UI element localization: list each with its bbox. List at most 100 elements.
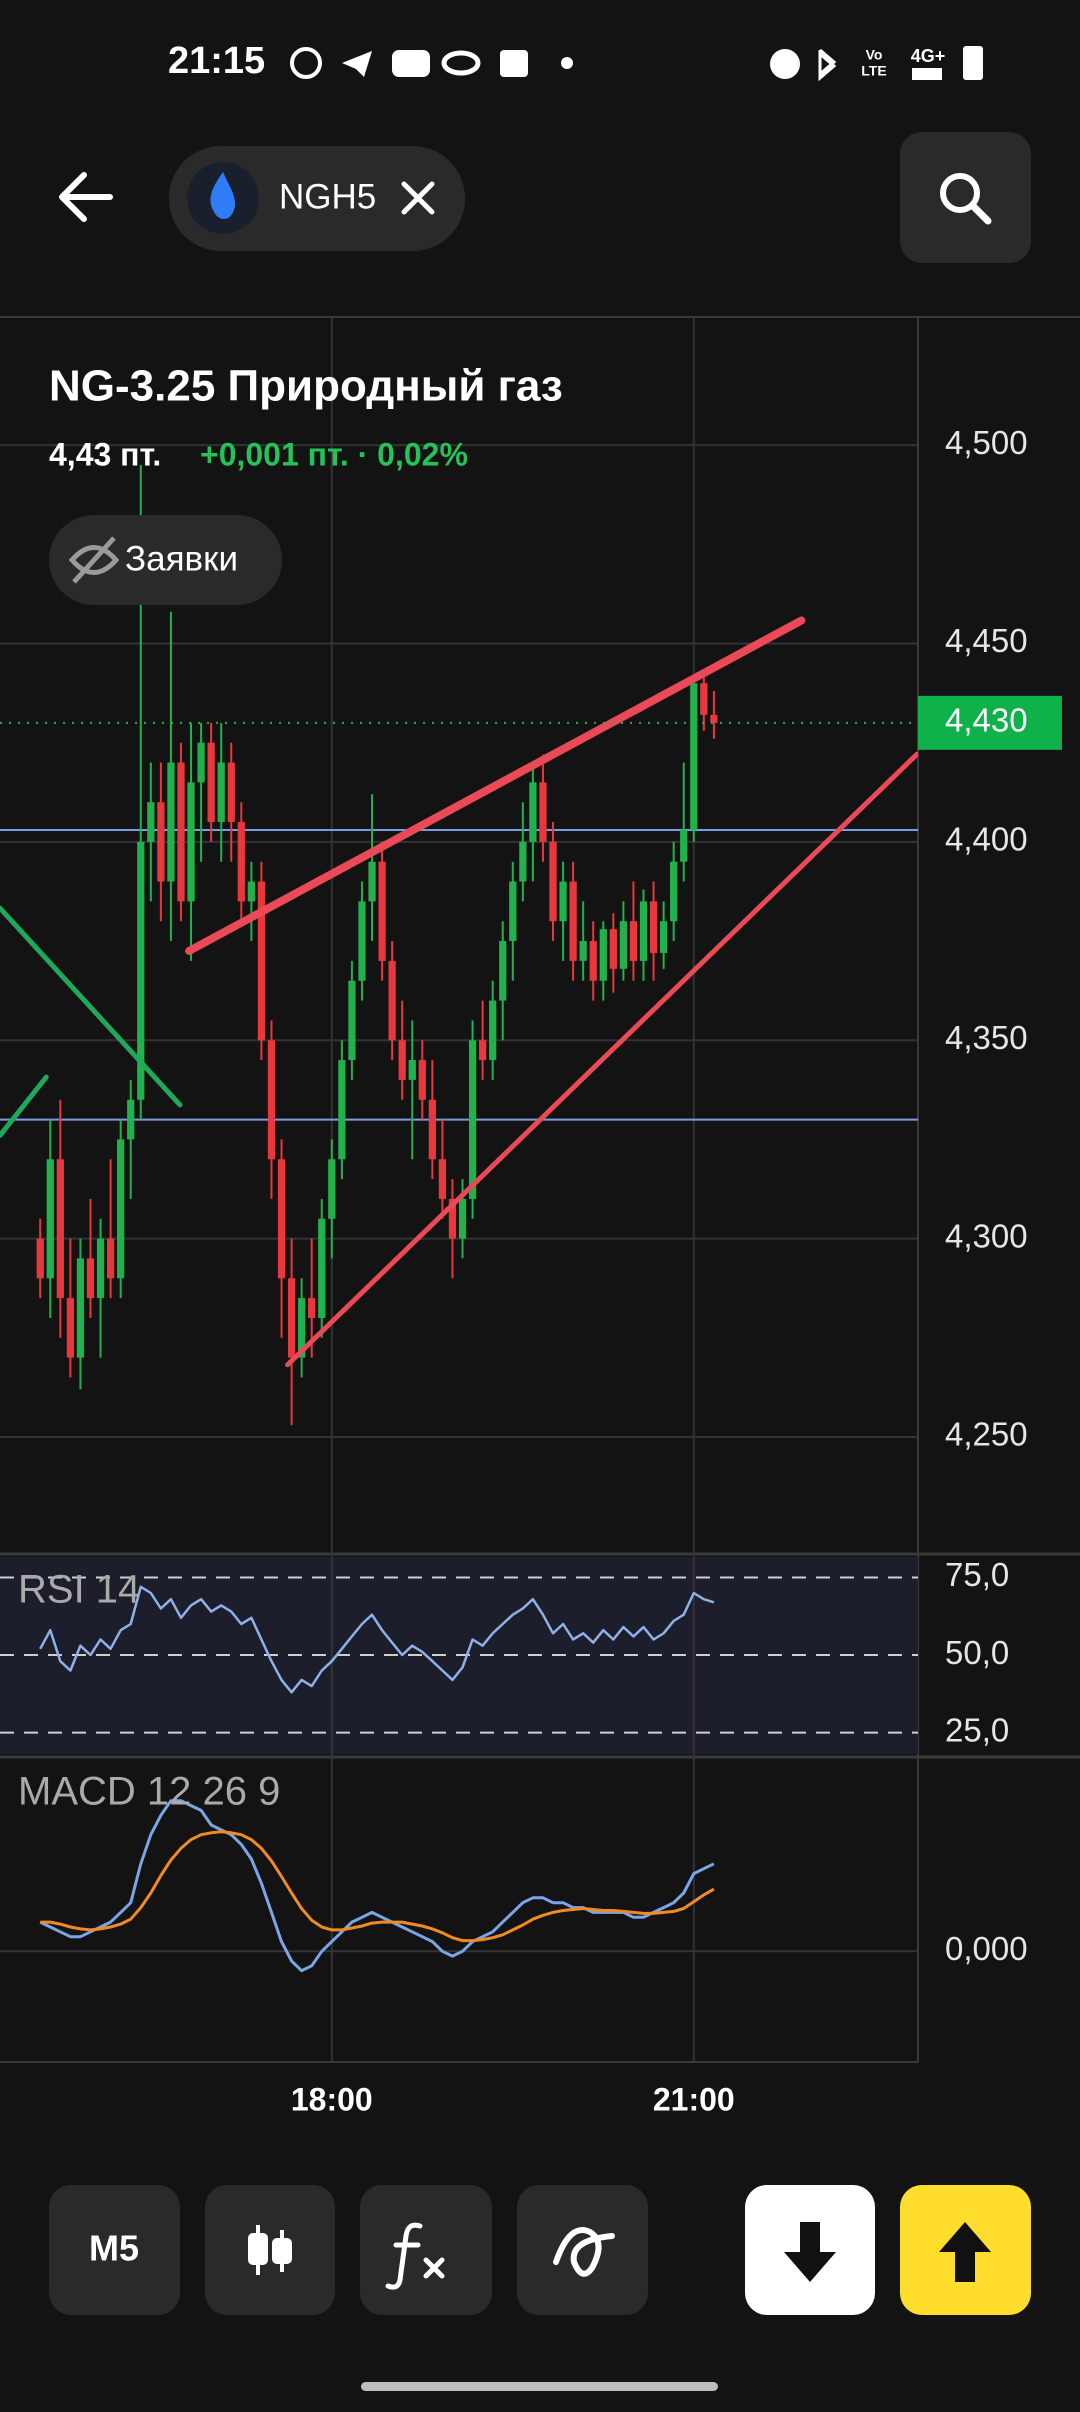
fx-icon	[385, 2222, 445, 2290]
candle-body	[207, 742, 215, 823]
search-icon	[940, 173, 980, 213]
candle-body	[86, 1258, 95, 1299]
last-price-label: 4,430	[945, 702, 1028, 739]
x-tick-label: 18:00	[291, 2081, 373, 2117]
candle-body	[549, 841, 557, 922]
candle-body	[56, 1159, 64, 1299]
status-volte: Vo	[866, 47, 883, 63]
indicators-button[interactable]	[360, 2185, 492, 2315]
candle-body	[659, 921, 668, 953]
candle-body	[569, 881, 577, 961]
rsi-label: RSI 14	[18, 1568, 140, 1612]
candle-body	[529, 782, 537, 842]
status-network: 4G+	[911, 46, 946, 66]
macd-line	[40, 1830, 715, 1943]
candle-body	[609, 929, 617, 969]
candle-body	[318, 1218, 326, 1318]
macd-tick-label: 0,000	[945, 1930, 1028, 1967]
candle-body	[137, 841, 145, 1100]
status-app-icons	[290, 47, 573, 79]
buy-arrow	[939, 2222, 991, 2282]
candle-body	[187, 782, 195, 902]
candle-body	[217, 762, 225, 823]
candle-body	[438, 1159, 447, 1199]
chart: 18:00 21:00 4,500 4,450 4,400 4,350 4,300 4,250…	[0, 316, 1080, 2117]
y-tick-label: 4,400	[945, 821, 1028, 858]
y-tick-label: 4,250	[945, 1416, 1028, 1453]
candle-body	[36, 1238, 44, 1279]
trendline	[0, 1074, 49, 1138]
orders-button[interactable]	[49, 515, 282, 605]
candle-body	[368, 861, 376, 902]
interval-button[interactable]	[49, 2185, 180, 2315]
candle-body	[257, 881, 266, 1041]
candle-body	[378, 861, 386, 961]
y-tick-label: 4,350	[945, 1019, 1028, 1056]
instrument-change: +0,001 пт. · 0,02%	[200, 436, 468, 472]
candle-body	[348, 980, 356, 1061]
candle-body	[298, 1298, 306, 1358]
candle-body	[358, 901, 366, 981]
signal-icon	[912, 68, 942, 80]
rsi-tick-label: 25,0	[945, 1711, 1009, 1748]
macd-label: MACD 12 26 9	[18, 1770, 280, 1814]
status-time: 21:15	[168, 40, 265, 82]
search-button[interactable]	[900, 132, 1031, 263]
candle-body	[177, 762, 185, 902]
candle-body	[559, 881, 567, 922]
candle-body	[509, 881, 517, 942]
status-system-icons	[770, 46, 983, 82]
candle-body	[599, 929, 607, 981]
y-tick-label: 4,300	[945, 1217, 1028, 1254]
candle-body	[117, 1139, 125, 1279]
candle-body	[428, 1099, 436, 1160]
candle-body	[127, 1099, 135, 1140]
candle-body	[197, 742, 205, 783]
candle-body	[408, 1060, 416, 1080]
candle-body	[499, 941, 507, 1001]
candle-body	[670, 861, 678, 922]
candle-body	[237, 822, 245, 902]
search-icon	[969, 202, 992, 225]
candle-body	[227, 762, 235, 823]
candle-body	[539, 782, 547, 842]
drawing-button[interactable]	[517, 2185, 648, 2315]
candle-body	[690, 683, 698, 830]
trendline	[0, 905, 183, 1108]
candles-icon	[248, 2225, 292, 2275]
candle-body	[629, 921, 638, 961]
candle-body	[167, 762, 175, 882]
candle-body	[76, 1258, 85, 1358]
status-volte: LTE	[861, 63, 886, 79]
orders-button-label: Заявки	[125, 539, 238, 578]
home-indicator	[361, 2382, 718, 2391]
candle-body	[649, 901, 658, 953]
candle-body	[46, 1159, 54, 1279]
ticker-clear[interactable]	[401, 181, 435, 215]
chart-type-button[interactable]	[205, 2185, 335, 2315]
candle-body	[589, 941, 597, 981]
candle-body	[96, 1238, 105, 1299]
candle-body	[489, 1000, 497, 1061]
instrument-price: 4,43 пт.	[49, 436, 161, 472]
candle-body	[277, 1159, 286, 1279]
y-tick-label: 4,450	[945, 622, 1028, 659]
candle-body	[147, 802, 155, 842]
back-button[interactable]	[59, 172, 113, 222]
eye-off-icon	[68, 536, 120, 584]
candle-body	[619, 921, 628, 969]
candle-body	[388, 960, 396, 1041]
rsi-tick-label: 50,0	[945, 1634, 1009, 1671]
flame-icon	[210, 172, 236, 219]
last-price-badge	[918, 695, 1062, 750]
x-tick-label: 21:00	[653, 2081, 735, 2117]
trendline	[285, 751, 918, 1368]
candle-body	[418, 1060, 426, 1100]
ticker-text: NGH5	[279, 177, 376, 216]
candle-body	[468, 1040, 477, 1199]
candle-body	[247, 881, 255, 902]
macd-line	[39, 1799, 715, 1973]
candle-body	[287, 1278, 296, 1358]
y-tick-label: 4,500	[945, 424, 1028, 461]
